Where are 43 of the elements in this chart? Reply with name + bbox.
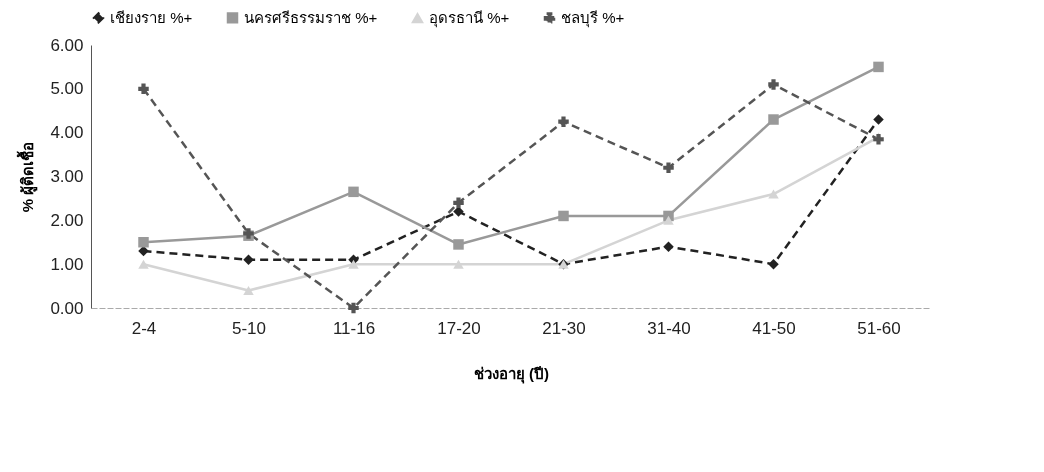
x-axis-title: ช่วงอายุ (ปี): [473, 364, 550, 384]
y-tick-label: 0.00: [50, 298, 84, 318]
point: [243, 285, 254, 296]
point: [558, 210, 569, 222]
y-tick-label: 3.00: [50, 167, 84, 186]
point: [873, 61, 884, 73]
point: [348, 259, 359, 269]
x-tick-label: 51-60: [857, 318, 901, 338]
point: [558, 116, 569, 127]
point: [768, 114, 779, 125]
y-tick-label: 2.00: [50, 210, 84, 230]
y-tick-label: 6.00: [50, 35, 84, 55]
point: [873, 114, 884, 125]
point: [348, 186, 359, 198]
y-tick-label: 1.00: [50, 254, 84, 274]
point: [138, 259, 149, 269]
point: [453, 259, 464, 269]
x-tick-label: 17-20: [437, 318, 481, 338]
point: [348, 302, 359, 314]
legend-label: ชลบุรี %+: [561, 8, 625, 28]
y-axis-title: % ผู้ติดเชื้อ: [16, 141, 39, 213]
point: [138, 83, 149, 95]
point: [138, 237, 149, 248]
x-tick-label: 31-40: [647, 318, 691, 338]
point: [453, 197, 464, 209]
y-tick-label: 5.00: [50, 79, 84, 99]
x-tick-label: 11-16: [332, 318, 376, 338]
point: [663, 215, 674, 225]
x-tick-label: 21-30: [542, 318, 586, 338]
y-tick-label: 4.00: [50, 123, 84, 143]
point: [768, 258, 779, 270]
point: [663, 241, 674, 252]
point: [663, 162, 674, 173]
legend-label: อุดรธานี %+: [429, 9, 510, 29]
x-tick-label: 2-4: [131, 318, 157, 338]
point: [453, 239, 464, 250]
legend-label: นครศรีธรรมราช %+: [244, 8, 378, 26]
x-tick-label: 41-50: [752, 318, 796, 338]
point: [768, 79, 779, 90]
point: [768, 189, 779, 199]
legend-label: เชียงราย %+: [110, 8, 193, 26]
x-tick-label: 5-10: [231, 318, 267, 338]
point: [243, 254, 254, 266]
